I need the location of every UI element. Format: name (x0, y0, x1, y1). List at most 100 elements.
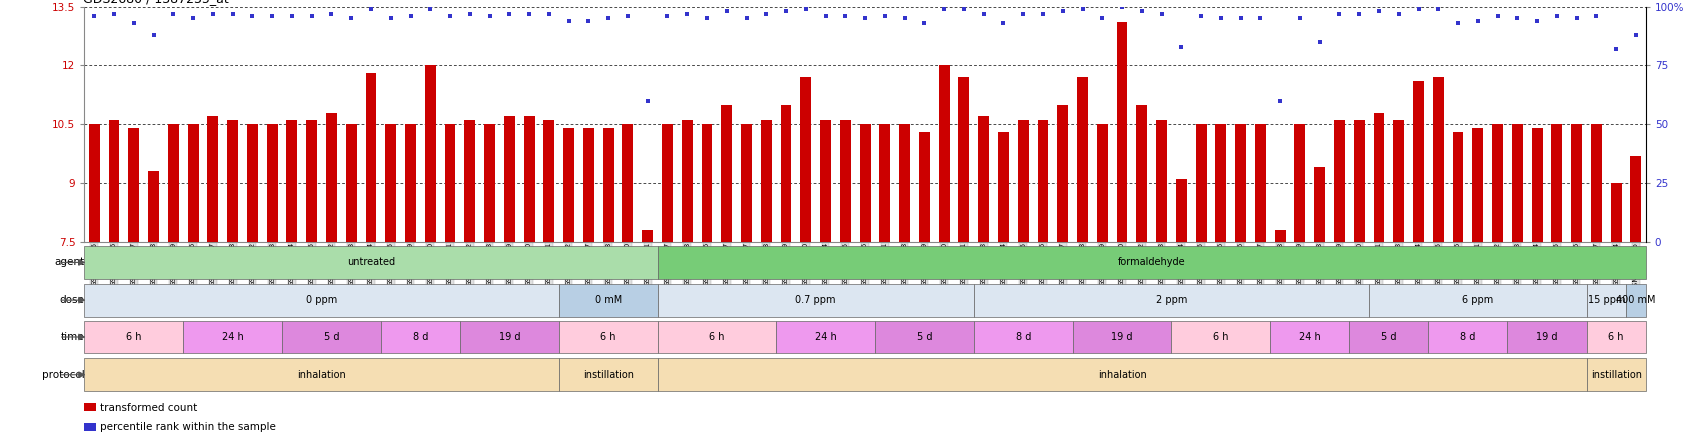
Text: instillation: instillation (1590, 370, 1642, 380)
Point (871, 12, 898, 20)
Point (1050, 8, 1077, 15)
Point (358, 5, 385, 12)
FancyBboxPatch shape (1587, 321, 1646, 353)
Bar (820, 120, 830, 242)
Bar (564, 128, 574, 242)
Point (1504, 15, 1531, 22)
Text: 0.7 ppm: 0.7 ppm (795, 295, 836, 305)
Point (299, 12, 326, 20)
Point (279, 12, 306, 20)
Point (476, 12, 503, 20)
Text: 6 h: 6 h (1609, 332, 1624, 342)
Bar (1295, 124, 1305, 242)
Bar (1492, 124, 1502, 242)
Text: 5 d: 5 d (324, 332, 339, 342)
Text: agent: agent (54, 258, 84, 267)
Point (1563, 15, 1590, 22)
Text: 6 h: 6 h (127, 332, 142, 342)
Point (635, 97, 662, 104)
Text: 6 h: 6 h (1214, 332, 1229, 342)
Point (1463, 17, 1491, 24)
Text: percentile rank within the sample: percentile rank within the sample (101, 422, 277, 432)
Text: untreated: untreated (348, 258, 395, 267)
Text: dose: dose (59, 295, 84, 305)
Point (930, 5, 957, 12)
Bar (84, 423, 96, 431)
Point (140, 32, 167, 39)
Bar (346, 124, 356, 242)
FancyBboxPatch shape (1369, 284, 1587, 317)
Bar (1610, 183, 1622, 242)
FancyBboxPatch shape (1428, 321, 1507, 353)
Bar (741, 124, 751, 242)
Bar (1334, 120, 1345, 242)
Point (950, 5, 977, 12)
Bar (979, 116, 989, 242)
Point (179, 15, 206, 22)
Point (1207, 15, 1234, 22)
Text: 24 h: 24 h (815, 332, 837, 342)
Point (1445, 20, 1472, 27)
Point (1188, 12, 1215, 20)
Point (81, 12, 108, 20)
Point (437, 12, 464, 20)
Point (535, 10, 562, 17)
Bar (544, 120, 554, 242)
Point (101, 10, 128, 17)
FancyBboxPatch shape (1587, 358, 1646, 391)
Bar (228, 120, 238, 242)
Point (1247, 15, 1274, 22)
Bar (1274, 230, 1286, 242)
Bar (761, 120, 771, 242)
Bar (246, 124, 258, 242)
Bar (623, 124, 633, 242)
Text: 24 h: 24 h (1300, 332, 1320, 342)
Bar (1018, 120, 1028, 242)
FancyBboxPatch shape (658, 358, 1587, 391)
Text: 6 ppm: 6 ppm (1462, 295, 1494, 305)
Bar (900, 124, 910, 242)
Text: inhalation: inhalation (297, 370, 346, 380)
Bar (1077, 77, 1089, 242)
Point (653, 12, 680, 20)
Bar (721, 105, 733, 242)
Bar (187, 124, 199, 242)
Text: 8 d: 8 d (1016, 332, 1031, 342)
FancyBboxPatch shape (84, 321, 184, 353)
Point (219, 10, 246, 17)
Point (496, 10, 523, 17)
FancyBboxPatch shape (658, 246, 1646, 279)
Text: 6 h: 6 h (709, 332, 724, 342)
Bar (1116, 22, 1128, 242)
Bar (128, 128, 138, 242)
Point (1484, 12, 1511, 20)
Bar (1136, 105, 1148, 242)
Point (417, 5, 444, 12)
Text: 19 d: 19 d (1536, 332, 1558, 342)
Bar (1177, 179, 1187, 242)
Bar (287, 120, 297, 242)
FancyBboxPatch shape (776, 321, 874, 353)
Bar (959, 77, 969, 242)
Bar (1472, 128, 1484, 242)
Point (1286, 15, 1313, 22)
FancyBboxPatch shape (1587, 284, 1626, 317)
Bar (108, 120, 120, 242)
Bar (523, 116, 535, 242)
Text: instillation: instillation (582, 370, 633, 380)
Point (714, 8, 741, 15)
Point (1425, 5, 1452, 12)
FancyBboxPatch shape (1507, 321, 1587, 353)
Text: time: time (61, 332, 84, 342)
Bar (780, 105, 792, 242)
FancyBboxPatch shape (84, 284, 559, 317)
Bar (1374, 113, 1384, 242)
Point (792, 5, 819, 12)
Bar (1393, 120, 1404, 242)
Text: 6 h: 6 h (601, 332, 616, 342)
Bar (1592, 124, 1602, 242)
Text: 5 d: 5 d (1381, 332, 1396, 342)
Point (1030, 10, 1057, 17)
Point (576, 17, 603, 24)
FancyBboxPatch shape (1349, 321, 1428, 353)
